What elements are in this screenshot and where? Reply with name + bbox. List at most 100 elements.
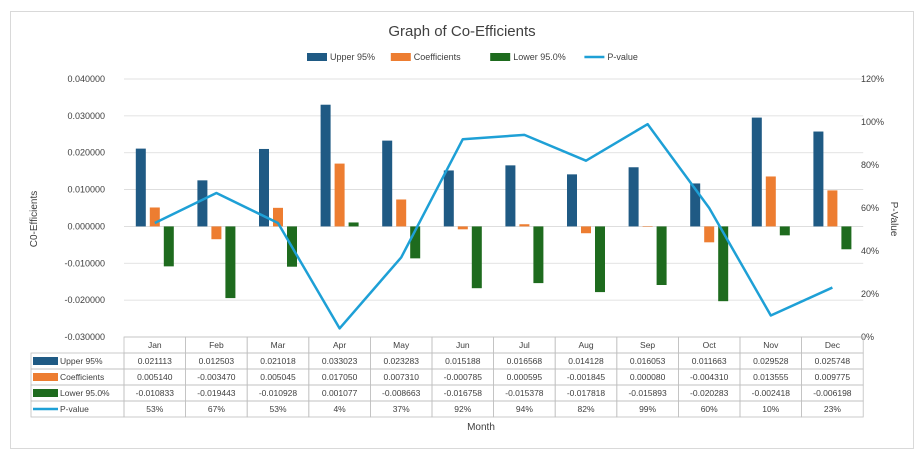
legend-key-coefficients: [33, 373, 58, 381]
y2-tick-label: 20%: [861, 289, 879, 299]
bar-upper-95--sep: [628, 167, 639, 227]
table-value: 0.009775: [815, 372, 851, 382]
table-value: -0.010833: [136, 388, 175, 398]
table-value: -0.000785: [444, 372, 483, 382]
table-value: -0.008663: [382, 388, 421, 398]
bar-coefficients-jun: [457, 226, 468, 230]
bar-upper-95--mar: [259, 148, 269, 227]
y-tick-label: 0.000000: [67, 221, 105, 231]
bar-lower-95-0--jan: [163, 226, 174, 267]
table-value: 0.014128: [568, 356, 604, 366]
category-label-sep: Sep: [640, 340, 655, 350]
bar-coefficients-aug: [581, 226, 591, 234]
y-tick-label: -0.030000: [64, 332, 105, 342]
bar-upper-95--jul: [505, 165, 516, 227]
table-value: 82%: [577, 404, 594, 414]
table-value: 0.029528: [753, 356, 789, 366]
y2-tick-label: 0%: [861, 332, 874, 342]
legend-swatch: [490, 53, 511, 61]
table-value: 53%: [146, 404, 163, 414]
table-value: 53%: [269, 404, 286, 414]
category-label-aug: Aug: [578, 340, 593, 350]
table-value: -0.004310: [690, 372, 729, 382]
bar-upper-95--oct: [690, 183, 701, 227]
table-value: 0.021113: [138, 356, 172, 366]
y-tick-label: -0.010000: [64, 258, 105, 268]
bar-coefficients-may: [396, 199, 407, 227]
bar-upper-95--nov: [751, 117, 762, 227]
bar-upper-95--dec: [813, 131, 824, 227]
bar-lower-95-0--jul: [533, 226, 544, 284]
bar-upper-95--may: [382, 140, 393, 227]
category-label-may: May: [393, 340, 410, 350]
table-value: -0.017818: [567, 388, 606, 398]
y-axis-title: C0-Efficients: [29, 191, 40, 248]
table-value: -0.001845: [567, 372, 606, 382]
bar-lower-95-0--nov: [779, 226, 790, 236]
legend-label: P-value: [607, 52, 638, 62]
table-value: 37%: [393, 404, 410, 414]
p-value-line-layer: [154, 122, 833, 330]
table-value: 92%: [454, 404, 471, 414]
secondary-y-axis-title: P-Value: [888, 202, 899, 237]
table-value: 0.021018: [260, 356, 296, 366]
bar-coefficients-mar: [273, 207, 283, 227]
table-value: 0.005045: [260, 372, 296, 382]
table-value: 0.000080: [630, 372, 666, 382]
category-label-jul: Jul: [519, 340, 530, 350]
legend-swatch: [307, 53, 327, 61]
table-value: 0.007310: [383, 372, 419, 382]
table-value: 0.005140: [137, 372, 173, 382]
table-value: -0.015378: [505, 388, 544, 398]
bar-lower-95-0--apr: [348, 222, 359, 227]
table-value: 99%: [639, 404, 656, 414]
y-tick-label: 0.010000: [67, 185, 105, 195]
bar-lower-95-0--oct: [718, 226, 729, 302]
table-value: 0.015188: [445, 356, 481, 366]
table-value: 60%: [701, 404, 718, 414]
bar-lower-95-0--aug: [595, 226, 605, 293]
category-label-jun: Jun: [456, 340, 470, 350]
y-axis-ticks: 0.040000 0.030000 0.020000 0.010000 0.000000…: [64, 74, 105, 342]
table-value: 0.017050: [322, 372, 358, 382]
chart-area: Graph of Co-Efficients Upper 95% Coeffici…: [10, 11, 914, 449]
table-value: -0.006198: [813, 388, 852, 398]
table-value: 0.016053: [630, 356, 666, 366]
bar-lower-95-0--may: [410, 226, 421, 259]
table-value: 67%: [208, 404, 225, 414]
table-cell: [801, 400, 864, 418]
bar-coefficients-jan: [149, 207, 160, 227]
y2-tick-label: 60%: [861, 203, 879, 213]
table-value: 0.033023: [322, 356, 358, 366]
table-value: -0.010928: [259, 388, 298, 398]
table-value: -0.016758: [444, 388, 483, 398]
table-value: -0.003470: [197, 372, 236, 382]
y2-tick-label: 80%: [861, 160, 879, 170]
bar-upper-95--jun: [443, 170, 454, 227]
table-value: 0.001077: [322, 388, 358, 398]
bar-upper-95--jan: [135, 148, 146, 227]
bars: [135, 104, 852, 302]
table-value: 10%: [762, 404, 779, 414]
secondary-y-axis-ticks: 120% 100% 80% 60% 40% 20% 0%: [861, 74, 884, 342]
chart-title: Graph of Co-Efficients: [388, 23, 535, 40]
bar-coefficients-nov: [765, 176, 776, 227]
table-row-label: Upper 95%: [60, 356, 103, 366]
category-label-dec: Dec: [825, 340, 841, 350]
table-value: 94%: [516, 404, 533, 414]
category-label-jan: Jan: [148, 340, 162, 350]
y-tick-label: 0.030000: [67, 111, 105, 121]
table-value: -0.015893: [628, 388, 667, 398]
table-value: -0.019443: [197, 388, 236, 398]
table-value: 0.011663: [692, 356, 727, 366]
legend: Upper 95% Coefficients Lower 95.0% P-value: [307, 52, 638, 62]
table-value: -0.002418: [752, 388, 791, 398]
legend-label: Lower 95.0%: [513, 52, 566, 62]
bar-coefficients-feb: [211, 226, 222, 240]
bar-upper-95--feb: [197, 180, 208, 227]
data-table: Jan Feb Mar Apr May Jun Jul Aug Sep Oct Nov Dec Uppe…: [30, 336, 864, 418]
y-tick-label: 0.020000: [67, 148, 105, 158]
bar-lower-95-0--sep: [656, 226, 667, 286]
bar-lower-95-0--dec: [841, 226, 852, 250]
x-axis-title: Month: [467, 422, 495, 433]
